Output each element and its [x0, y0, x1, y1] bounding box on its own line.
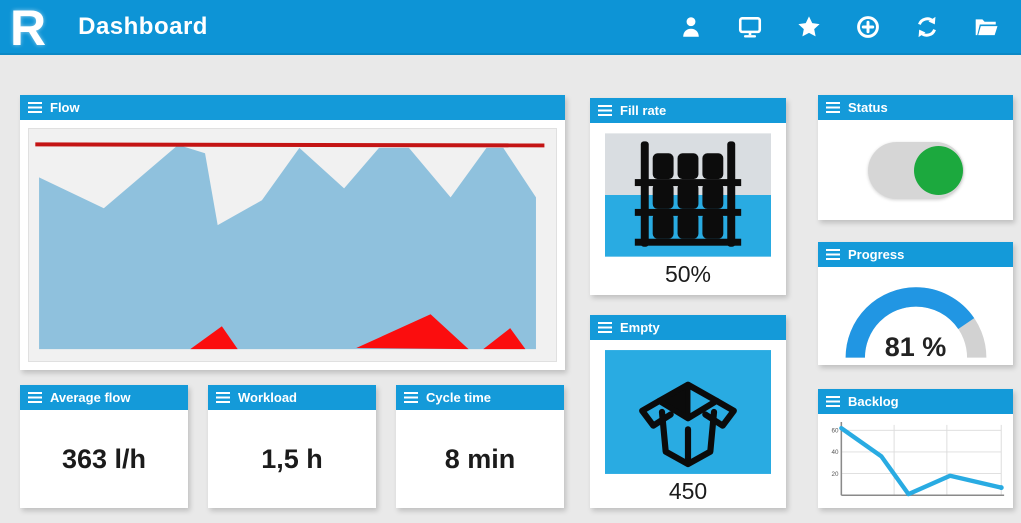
cycle-time-widget-header[interactable]: Cycle time: [396, 385, 564, 410]
fill-rate-widget-title: Fill rate: [620, 103, 667, 118]
workload-widget-title: Workload: [238, 390, 297, 405]
fill-rate-body: 50%: [590, 123, 786, 288]
folder-icon[interactable]: [973, 14, 999, 40]
header-toolbar: [678, 14, 1021, 40]
svg-text:20: 20: [831, 471, 838, 478]
svg-text:40: 40: [831, 449, 838, 456]
user-icon[interactable]: [678, 14, 704, 40]
open-box-icon: [605, 350, 771, 474]
flow-widget-header[interactable]: Flow: [20, 95, 565, 120]
flow-area-chart: [35, 142, 545, 350]
status-toggle-knob: [913, 145, 963, 195]
backlog-body: 20 40 60: [818, 414, 1013, 508]
menu-icon[interactable]: [826, 249, 840, 260]
status-widget: Status: [818, 95, 1013, 220]
backlog-widget-title: Backlog: [848, 394, 899, 409]
status-widget-title: Status: [848, 100, 888, 115]
progress-widget-header[interactable]: Progress: [818, 242, 1013, 267]
cycle-time-value: 8 min: [444, 443, 516, 474]
svg-text:60: 60: [831, 428, 838, 435]
progress-body: 81 %: [818, 267, 1013, 365]
refresh-icon[interactable]: [914, 14, 940, 40]
progress-value: 81 %: [884, 332, 947, 362]
fill-rate-widget: Fill rate: [590, 98, 786, 295]
app-logo[interactable]: R: [10, 0, 47, 56]
progress-gauge: 81 %: [833, 273, 999, 365]
cycle-time-body: 8 min: [396, 410, 564, 508]
workload-widget: Workload 1,5 h: [208, 385, 376, 508]
menu-icon[interactable]: [826, 102, 840, 113]
flow-chart-area: [20, 120, 565, 370]
average-flow-widget-header[interactable]: Average flow: [20, 385, 188, 410]
average-flow-value: 363 l/h: [61, 443, 147, 474]
menu-icon[interactable]: [28, 102, 42, 113]
menu-icon[interactable]: [598, 322, 612, 333]
average-flow-widget: Average flow 363 l/h: [20, 385, 188, 508]
app-header: R Dashboard: [0, 0, 1021, 55]
shelf-icon: [605, 133, 771, 257]
menu-icon[interactable]: [598, 105, 612, 116]
workload-value: 1,5 h: [261, 443, 323, 474]
backlog-line-chart: 20 40 60: [831, 422, 1005, 497]
star-icon[interactable]: [796, 14, 822, 40]
progress-widget: Progress 81 %: [818, 242, 1013, 365]
flow-widget-title: Flow: [50, 100, 80, 115]
page-title: Dashboard: [78, 12, 208, 40]
empty-widget-title: Empty: [620, 320, 660, 335]
fill-rate-value: 50%: [664, 261, 712, 287]
status-widget-header[interactable]: Status: [818, 95, 1013, 120]
empty-body: 450: [590, 340, 786, 505]
monitor-icon[interactable]: [737, 14, 763, 40]
backlog-widget: Backlog 20 40 60: [818, 389, 1013, 508]
workload-widget-header[interactable]: Workload: [208, 385, 376, 410]
menu-icon[interactable]: [28, 392, 42, 403]
fill-rate-widget-header[interactable]: Fill rate: [590, 98, 786, 123]
progress-widget-title: Progress: [848, 247, 905, 262]
empty-widget-header[interactable]: Empty: [590, 315, 786, 340]
average-flow-body: 363 l/h: [20, 410, 188, 508]
average-flow-widget-title: Average flow: [50, 390, 131, 405]
menu-icon[interactable]: [216, 392, 230, 403]
status-toggle[interactable]: [867, 141, 964, 199]
flow-widget: Flow: [20, 95, 565, 370]
menu-icon[interactable]: [826, 396, 840, 407]
add-icon[interactable]: [855, 14, 881, 40]
status-body: [818, 120, 1013, 220]
cycle-time-widget: Cycle time 8 min: [396, 385, 564, 508]
empty-value: 450: [668, 478, 708, 504]
menu-icon[interactable]: [404, 392, 418, 403]
empty-widget: Empty 450: [590, 315, 786, 508]
backlog-widget-header[interactable]: Backlog: [818, 389, 1013, 414]
cycle-time-widget-title: Cycle time: [426, 390, 492, 405]
workload-body: 1,5 h: [208, 410, 376, 508]
